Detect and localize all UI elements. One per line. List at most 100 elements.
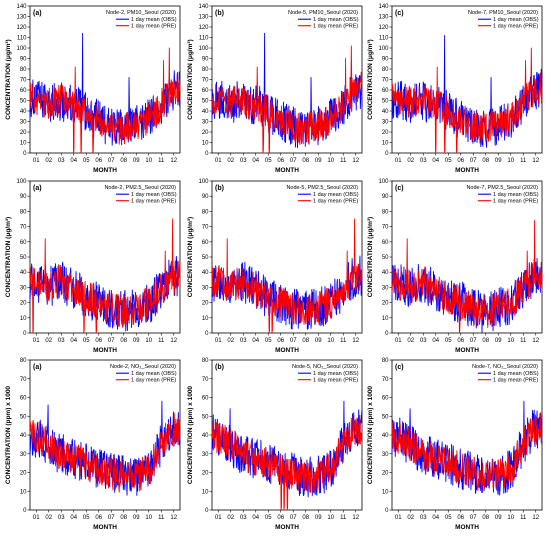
legend-entry: 1 day mean (PRE) <box>493 378 538 384</box>
x-tick-label: 02 <box>407 515 414 521</box>
y-tick-label: 50 <box>20 99 27 105</box>
series-pre-line <box>29 412 181 493</box>
x-tick-label: 04 <box>70 338 77 344</box>
x-tick-label: 07 <box>290 338 297 344</box>
legend-entry: 1 day mean (PRE) <box>313 378 358 384</box>
x-tick-label: 12 <box>170 515 177 521</box>
y-tick-label: 50 <box>202 414 209 420</box>
y-tick-label: 70 <box>202 78 209 84</box>
legend-entry: 1 day mean (PRE) <box>493 199 538 205</box>
series-pre-line <box>29 218 181 334</box>
x-tick-label: 06 <box>277 515 284 521</box>
x-tick-label: 05 <box>265 515 272 521</box>
y-tick-label: 40 <box>382 270 389 276</box>
y-tick-label: 30 <box>382 120 389 126</box>
series-pre-line <box>29 47 181 154</box>
x-axis-label: MONTH <box>275 347 299 354</box>
x-tick-label: 02 <box>227 338 234 344</box>
x-tick-label: 09 <box>133 338 140 344</box>
y-axis-label: CONCENTRATION (μg/m³) <box>367 217 374 297</box>
chart-title: Node-2, PM10_Seoul (2020) <box>106 10 176 16</box>
legend-entry: 1 day mean (PRE) <box>313 199 358 205</box>
x-tick-label: 01 <box>395 515 402 521</box>
x-tick-label: 06 <box>277 338 284 344</box>
panel-label: (b) <box>215 185 224 192</box>
y-tick-label: 10 <box>20 141 27 147</box>
x-tick-label: 07 <box>290 515 297 521</box>
y-tick-label: 50 <box>202 255 209 261</box>
x-tick-label: 05 <box>265 158 272 164</box>
x-tick-label: 11 <box>340 158 347 164</box>
chart-panel: 0 10 20 30 40 50 60 70 80 90 100 110 120 130 140 01 02 03… <box>187 4 363 174</box>
y-tick-label: 20 <box>202 471 209 477</box>
x-tick-label: 11 <box>158 515 165 521</box>
y-tick-label: 40 <box>382 109 389 115</box>
y-tick-label: 20 <box>382 471 389 477</box>
x-tick-label: 11 <box>340 515 347 521</box>
panel-label: (a) <box>33 10 42 17</box>
x-tick-label: 03 <box>240 338 247 344</box>
x-tick-label: 08 <box>120 158 127 164</box>
x-tick-label: 01 <box>395 338 402 344</box>
panel-label: (b) <box>215 364 224 371</box>
y-tick-label: 90 <box>202 194 209 200</box>
x-tick-label: 02 <box>227 158 234 164</box>
y-tick-label: 70 <box>382 78 389 84</box>
chart-panel: 0 10 20 30 40 50 60 70 80 90 100 01 02 03 04 05 06 07 08 09… <box>367 179 543 354</box>
legend-entry: 1 day mean (OBS) <box>313 192 359 198</box>
x-tick-label: 09 <box>495 158 502 164</box>
x-tick-label: 05 <box>265 338 272 344</box>
y-tick-label: 70 <box>382 225 389 231</box>
x-tick-label: 06 <box>457 338 464 344</box>
x-tick-label: 08 <box>302 158 309 164</box>
y-tick-label: 90 <box>202 57 209 63</box>
y-tick-label: 50 <box>382 99 389 105</box>
y-tick-label: 40 <box>202 109 209 115</box>
y-tick-label: 0 <box>205 151 209 157</box>
legend-entry: 1 day mean (OBS) <box>493 192 539 198</box>
x-axis-label: MONTH <box>455 524 479 531</box>
y-tick-label: 20 <box>20 130 27 136</box>
y-tick-label: 70 <box>202 377 209 383</box>
x-tick-label: 10 <box>507 515 514 521</box>
x-tick-label: 08 <box>482 338 489 344</box>
y-tick-label: 30 <box>202 452 209 458</box>
chart-title: Node-7, NO₂_Seoul (2020) <box>472 364 538 370</box>
x-tick-label: 12 <box>170 158 177 164</box>
y-tick-label: 80 <box>20 67 27 73</box>
y-tick-label: 0 <box>385 508 389 514</box>
x-tick-label: 03 <box>420 515 427 521</box>
y-tick-label: 0 <box>23 508 27 514</box>
chart-title: Node-5, PM2.5_Seoul (2020) <box>286 185 358 191</box>
x-tick-label: 01 <box>215 158 222 164</box>
y-tick-label: 80 <box>202 209 209 215</box>
y-tick-label: 90 <box>382 57 389 63</box>
panel-label: (c) <box>395 185 404 192</box>
y-tick-label: 100 <box>16 46 27 52</box>
x-tick-label: 12 <box>532 515 539 521</box>
y-tick-label: 20 <box>202 130 209 136</box>
x-tick-label: 03 <box>58 515 65 521</box>
chart-panel: 0 10 20 30 40 50 60 70 80 01 02 03 04 05 06 07 08 09 10 11 1… <box>5 358 181 531</box>
panel-label: (b) <box>215 10 224 17</box>
x-tick-label: 03 <box>58 158 65 164</box>
x-tick-label: 09 <box>495 338 502 344</box>
x-tick-label: 07 <box>470 338 477 344</box>
x-tick-label: 07 <box>108 158 115 164</box>
series-obs-line <box>391 400 543 496</box>
y-tick-label: 140 <box>378 4 389 10</box>
y-axis-label: CONCENTRATION (ppm) x 1000 <box>5 386 12 484</box>
x-tick-label: 03 <box>58 338 65 344</box>
y-tick-label: 20 <box>20 471 27 477</box>
y-tick-label: 120 <box>16 25 27 31</box>
x-tick-label: 11 <box>520 338 527 344</box>
y-tick-label: 30 <box>382 285 389 291</box>
x-tick-label: 08 <box>120 515 127 521</box>
y-tick-label: 140 <box>198 4 209 10</box>
y-tick-label: 90 <box>382 194 389 200</box>
y-tick-label: 60 <box>382 240 389 246</box>
x-tick-label: 11 <box>520 158 527 164</box>
y-tick-label: 100 <box>198 179 209 185</box>
x-tick-label: 07 <box>290 158 297 164</box>
y-axis-label: CONCENTRATION (ppm) x 1000 <box>367 386 374 484</box>
